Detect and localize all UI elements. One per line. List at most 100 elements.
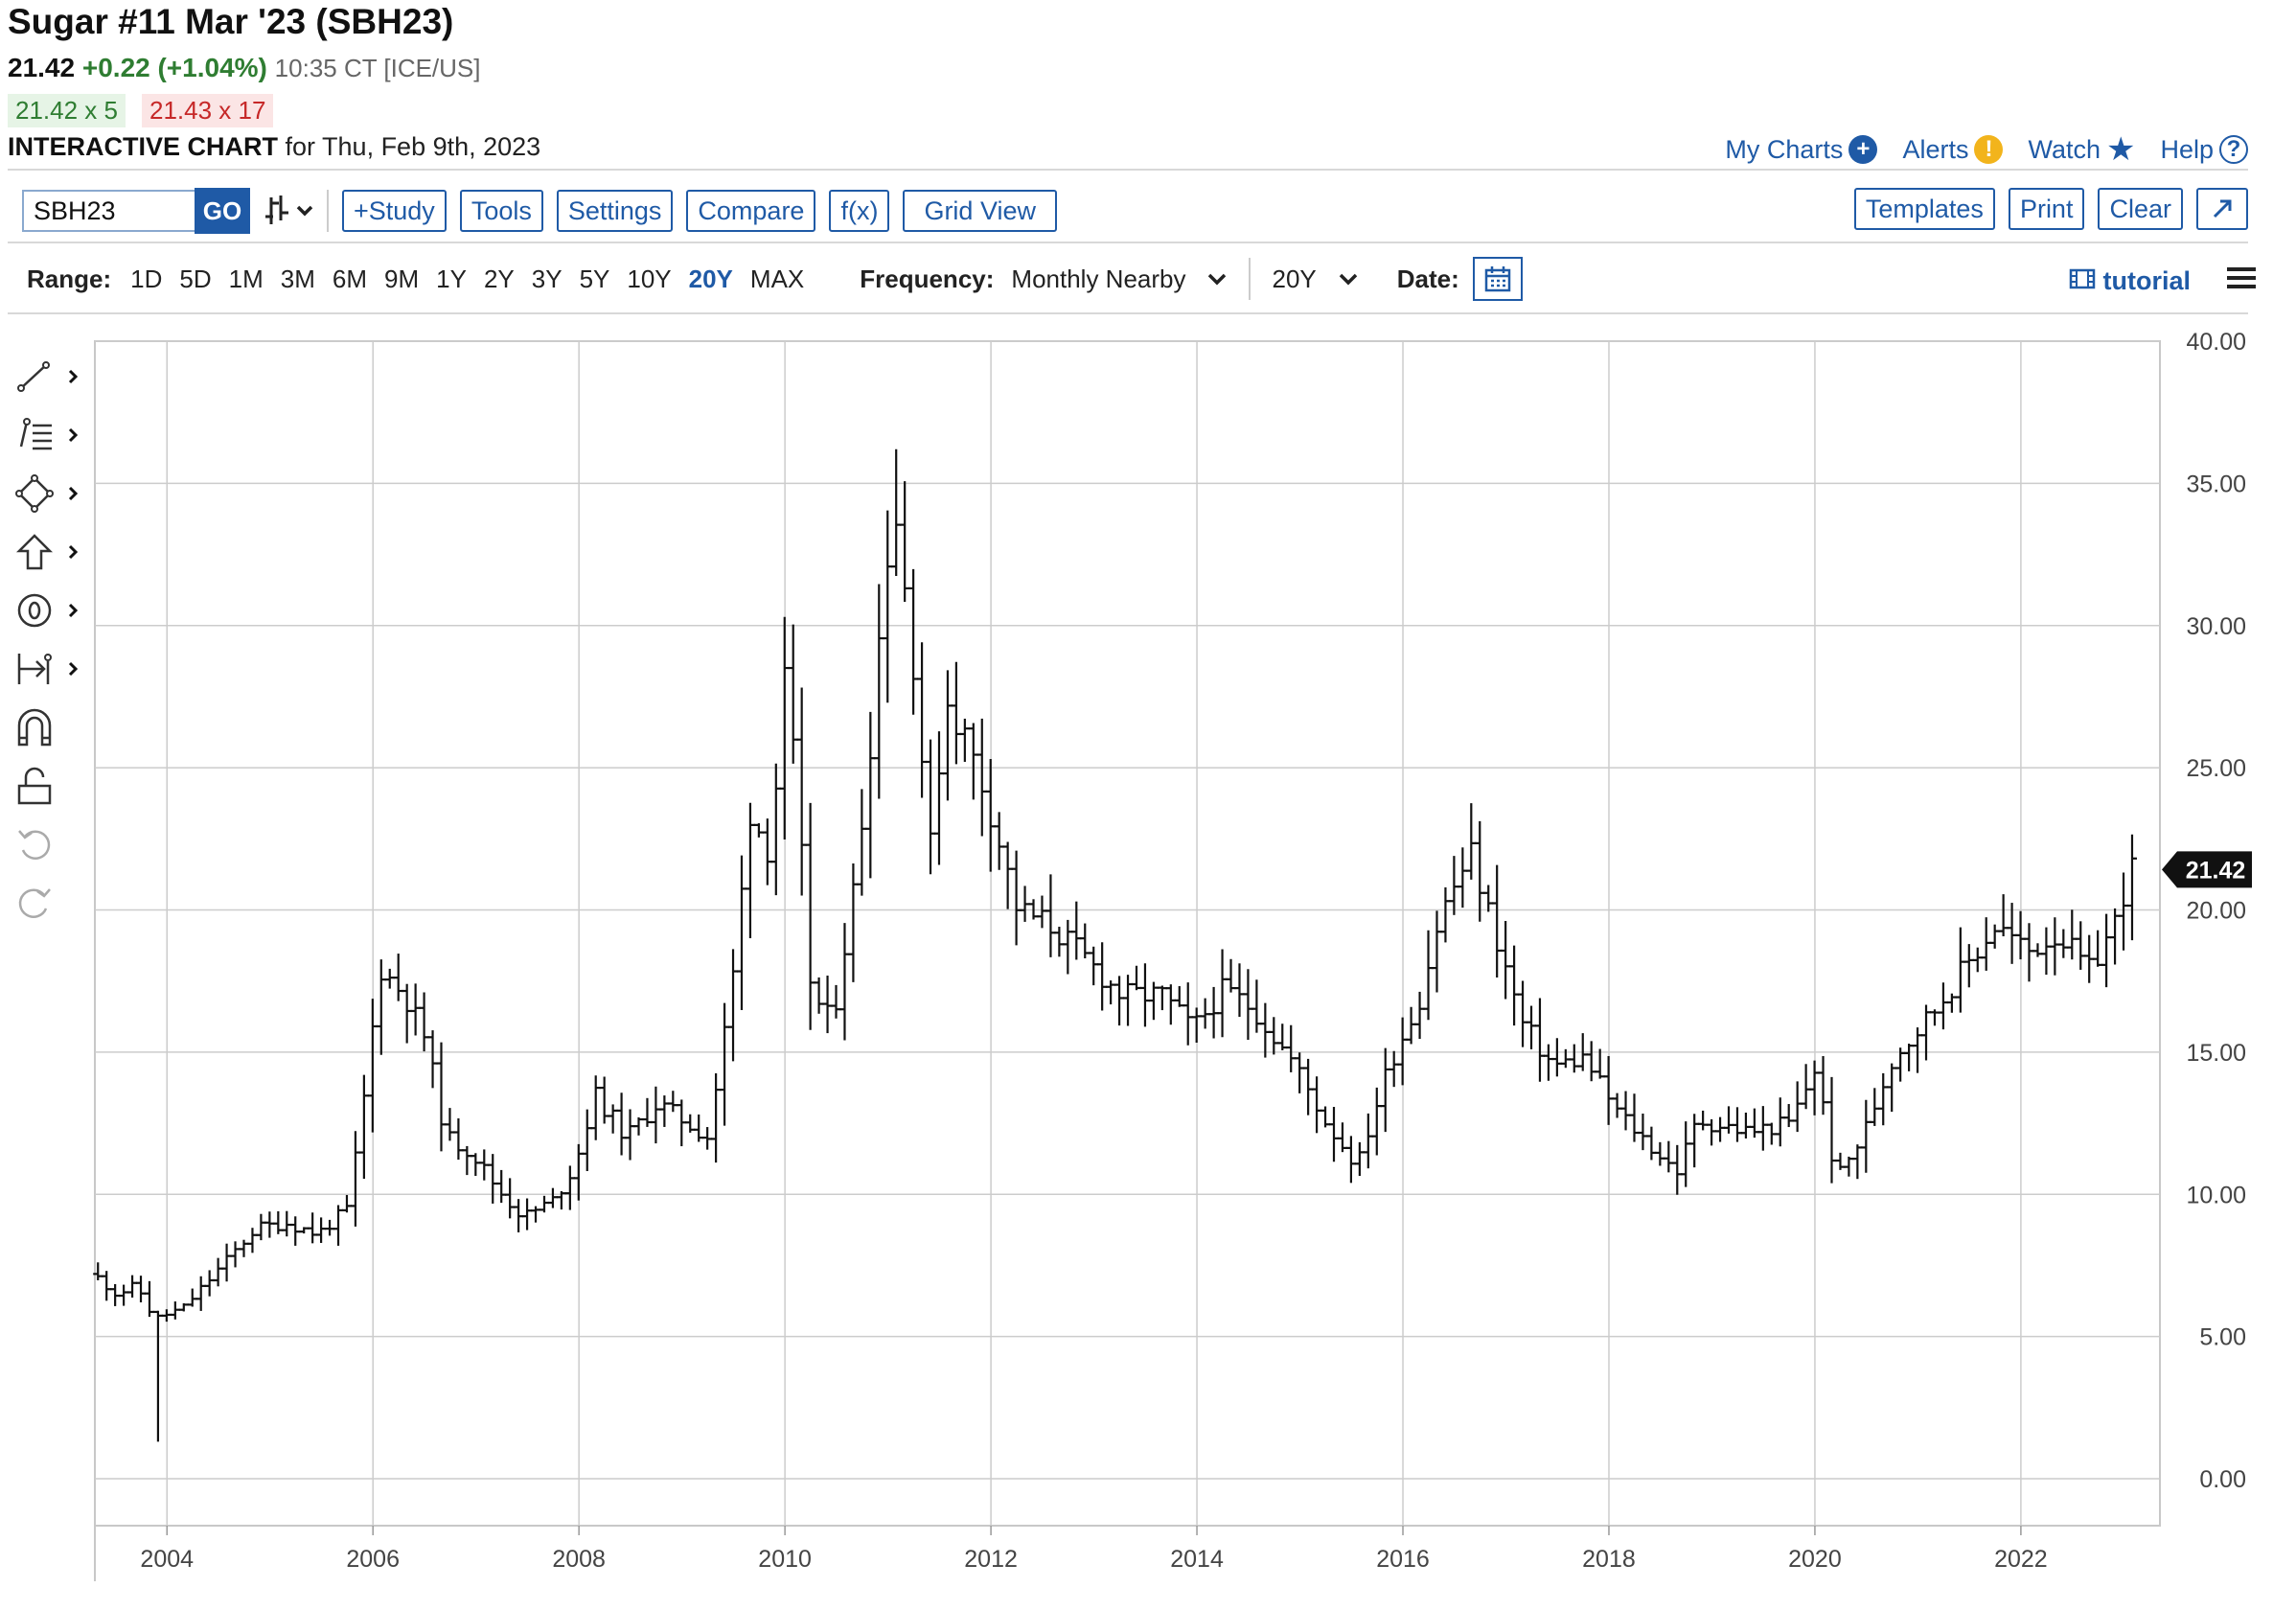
ohlc-bar [1698,1110,1709,1131]
annotation-tool-icon[interactable] [15,581,82,639]
ohlc-bar [1483,885,1494,912]
range-3m[interactable]: 3M [280,264,315,293]
arrow-tool-icon[interactable] [15,522,82,581]
symbol-input[interactable] [22,190,195,232]
templates-button[interactable]: Templates [1853,188,1995,230]
ohlc-bar [1234,963,1245,1018]
ohlc-bar [770,763,781,896]
ohlc-bar [152,1310,163,1442]
ohlc-bar [608,1104,618,1134]
ohlc-bar [2007,903,2017,964]
ohlc-bar [848,863,859,982]
compare-button[interactable]: Compare [686,190,816,232]
ohlc-bar [1664,1140,1674,1173]
fx-button[interactable]: f(x) [829,190,890,232]
alert-icon: ! [1974,135,2004,164]
range-max[interactable]: MAX [749,264,805,293]
last-price-text: 21.42 [2186,857,2246,884]
x-tick-label: 2018 [1582,1546,1636,1573]
ohlc-bar [968,723,978,800]
tutorial-label: tutorial [2102,266,2192,295]
ohlc-bar [582,1109,592,1171]
shape-tool-icon[interactable] [15,464,82,522]
clear-button[interactable]: Clear [2098,188,2183,230]
ohlc-bar [908,568,919,715]
ohlc-bar [1878,1072,1889,1126]
settings-button[interactable]: Settings [556,190,674,232]
x-tick-label: 2014 [1170,1546,1224,1573]
range-1m[interactable]: 1M [228,264,264,293]
ohlc-bar [1200,998,1210,1029]
ohlc-bar [1251,979,1262,1033]
y-tick-label: 30.00 [2186,613,2246,640]
ohlc-bar [900,481,910,603]
ohlc-bar [745,802,755,938]
tutorial-link[interactable]: tutorial [2069,266,2191,297]
calendar-icon[interactable] [1472,257,1523,301]
ohlc-bar [1861,1099,1871,1173]
ohlc-bar [178,1302,189,1312]
alerts-link[interactable]: Alerts ! [1902,130,2004,169]
range-1d[interactable]: 1D [130,264,163,293]
ohlc-bar [796,687,807,896]
unlock-icon[interactable] [15,756,82,815]
ohlc-bar [462,1145,472,1176]
range-3y[interactable]: 3Y [531,264,563,293]
ohlc-bar [436,1042,447,1152]
study-button[interactable]: +Study [342,190,447,232]
ohlc-bar [247,1228,258,1254]
grid-view-button[interactable]: Grid View [903,190,1057,232]
ohlc-bar [1792,1081,1802,1133]
my-charts-link[interactable]: My Charts + [1725,130,1878,169]
ohlc-bar [711,1073,722,1163]
x-axis: 2004 2006 2008 2010 2012 2014 2016 2018 2020 2022 [94,1526,2048,1581]
menu-icon[interactable] [2227,263,2256,293]
range-1y[interactable]: 1Y [436,264,467,293]
redo-icon[interactable] [15,873,82,932]
ohlc-bar [384,968,395,989]
ohlc-bar [1955,927,1965,1013]
go-button[interactable]: GO [195,188,250,234]
ohlc-bar [1423,930,1434,1021]
ohlc-bar [1543,1044,1553,1081]
last-price: 21.42 [8,53,76,82]
chart-heading: INTERACTIVE CHART for Thu, Feb 9th, 2023 [8,132,540,162]
ohlc-bar [1946,993,1957,1013]
undo-icon[interactable] [15,815,82,873]
ohlc-bar [926,739,936,875]
ohlc-bar [239,1239,249,1257]
range-10y[interactable]: 10Y [627,264,672,293]
period-select[interactable]: 20Y [1272,264,1358,294]
range-20y[interactable]: 20Y [688,264,733,293]
frequency-select[interactable]: Monthly Nearby [1011,264,1228,294]
bar-type-icon[interactable] [265,192,319,230]
fib-tool-icon[interactable] [15,405,82,464]
range-6m[interactable]: 6M [332,264,367,293]
watch-link[interactable]: Watch ★ [2028,130,2135,169]
range-2y[interactable]: 2Y [483,264,515,293]
y-tick-label: 5.00 [2199,1324,2246,1351]
help-link[interactable]: Help ? [2160,130,2248,169]
ohlc-bar [1835,1152,1846,1170]
ohlc-bar [1818,1056,1828,1116]
ohlc-bar [1063,919,1073,975]
print-button[interactable]: Print [2008,188,2085,230]
range-5d[interactable]: 5D [179,264,212,293]
ohlc-bar [1165,984,1176,1025]
expand-icon[interactable] [2196,188,2248,230]
ohlc-bar [1551,1038,1562,1077]
measure-tool-icon[interactable] [15,639,82,698]
ohlc-bar [1534,998,1545,1082]
x-tick-label: 2012 [964,1546,1018,1573]
ohlc-bar [204,1270,215,1297]
ohlc-bar [187,1288,197,1307]
range-5y[interactable]: 5Y [579,264,610,293]
magnet-icon[interactable] [15,698,82,756]
ohlc-bar [814,977,824,1014]
ohlc-bar [865,711,876,879]
range-9m[interactable]: 9M [384,264,420,293]
line-tool-icon[interactable] [15,347,82,405]
ohlc-bar [256,1213,266,1241]
tools-button[interactable]: Tools [459,190,543,232]
